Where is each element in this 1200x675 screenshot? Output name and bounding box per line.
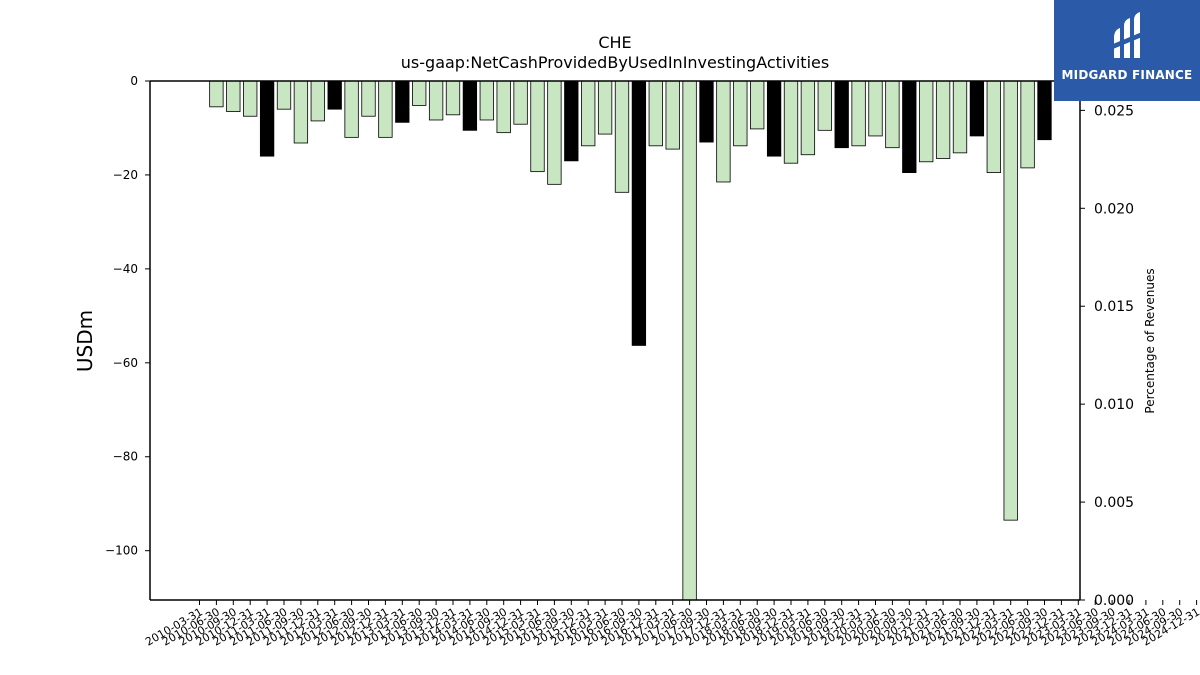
bar (1020, 80, 1035, 169)
y2-tick-label: 0.020 (1094, 201, 1134, 217)
bar (361, 80, 376, 117)
bar (226, 80, 241, 112)
y2-tick-label: 0.010 (1094, 397, 1134, 413)
bar (378, 80, 393, 138)
chart-title: CHE (598, 33, 631, 52)
bar (479, 80, 494, 121)
y2-tick-label: 0.025 (1094, 103, 1134, 119)
bar (412, 80, 427, 106)
bar (766, 80, 782, 157)
y2-tick-label: 0.005 (1094, 495, 1134, 511)
bar (276, 80, 292, 110)
y-tick-label: −20 (113, 168, 138, 182)
bar (851, 80, 866, 147)
bar (935, 80, 951, 159)
bar (800, 80, 816, 156)
bar (986, 80, 1001, 173)
bar (395, 80, 410, 123)
axes-layer: 0 −20 −40 −60 −80 −100 0.000 0.005 0.010 0.015 0.0… (105, 74, 1198, 609)
x-tick-labels: 2010-03-312010-06-302010-09-302010-12-31… (143, 605, 1200, 648)
bar (834, 80, 849, 149)
bar (750, 80, 765, 130)
bar (496, 80, 511, 134)
y-tick-label: −40 (113, 262, 138, 276)
bar (581, 80, 596, 147)
bar (682, 80, 697, 601)
y-tick-label: −80 (113, 450, 138, 464)
bar (614, 80, 630, 193)
bar (259, 80, 275, 157)
midgard-logo-icon (1113, 12, 1142, 58)
bar (209, 80, 224, 108)
bar (885, 80, 900, 149)
y2-axis-label: Percentage of Revenues (1143, 268, 1157, 413)
bar (547, 80, 562, 185)
y2-tick-label: 0.015 (1094, 299, 1134, 315)
bar (445, 80, 461, 116)
bar (868, 80, 883, 137)
bar (597, 80, 613, 135)
bar (564, 80, 579, 162)
bar (733, 80, 748, 147)
y2-tick-label: 0.000 (1094, 593, 1134, 609)
bar (817, 80, 832, 131)
bar (699, 80, 714, 143)
bar (428, 80, 444, 121)
bar (327, 80, 342, 110)
bar (665, 80, 680, 150)
bar (310, 80, 325, 122)
y-axis-label: USDm (73, 310, 97, 372)
bar (1037, 80, 1052, 141)
bar (1003, 80, 1018, 521)
brand-logo: MIDGARD FINANCE (1054, 0, 1200, 101)
y-tick-label: −60 (113, 356, 138, 370)
bar (716, 80, 731, 183)
bar (462, 80, 478, 131)
bar (513, 80, 528, 125)
bar (648, 80, 663, 147)
bar (243, 80, 258, 117)
bar (783, 80, 799, 164)
brand-name: MIDGARD FINANCE (1061, 68, 1193, 82)
y-tick-label: 0 (130, 74, 138, 88)
chart-subtitle: us-gaap:NetCashProvidedByUsedInInvesting… (401, 53, 829, 72)
bar (344, 80, 359, 138)
bar (952, 80, 968, 154)
bar (293, 80, 309, 144)
bar (969, 80, 985, 137)
bar (902, 80, 917, 173)
bar (919, 80, 934, 163)
bar (530, 80, 545, 173)
bar (631, 80, 647, 346)
bars-layer (209, 80, 1052, 601)
y-tick-label: −100 (105, 544, 138, 558)
